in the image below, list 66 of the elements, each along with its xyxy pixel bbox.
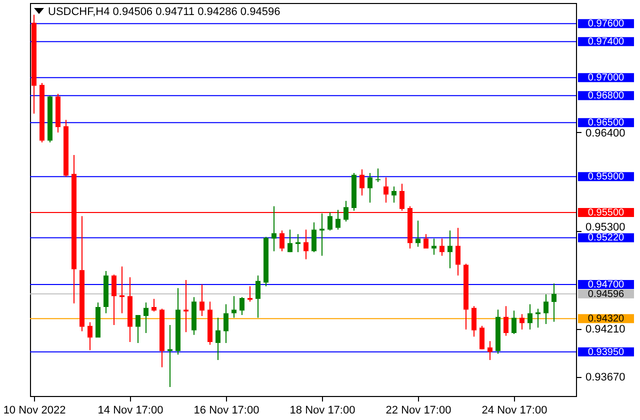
x-tick-label: 10 Nov 2022 (3, 404, 66, 416)
candlestick (312, 222, 316, 253)
candlestick (416, 220, 420, 248)
candlestick (320, 212, 324, 256)
candlestick (184, 279, 188, 333)
candlestick (240, 296, 244, 316)
ref-line-label: 0.96500 (588, 118, 625, 129)
candlestick (528, 304, 532, 330)
y-tick-label: 0.95300 (586, 222, 626, 234)
candlestick (432, 238, 436, 256)
candlestick (144, 302, 148, 334)
candlestick (328, 212, 332, 232)
candlestick (288, 229, 292, 253)
candlestick (296, 234, 300, 253)
candlestick (488, 340, 492, 361)
candlestick (136, 314, 140, 344)
candlestick (392, 186, 396, 204)
candlestick (440, 238, 444, 256)
ref-line-label: 0.95500 (588, 208, 625, 219)
candlestick (472, 306, 476, 338)
candlestick (544, 294, 548, 325)
ref-line-label: 0.96800 (588, 90, 625, 102)
ref-line-label: 0.94320 (588, 314, 625, 325)
candlestick (360, 168, 364, 196)
ref-line-label: 0.94700 (588, 279, 625, 290)
ref-line-label: 0.97000 (588, 72, 625, 84)
ref-line-label: 0.93950 (588, 346, 625, 358)
x-tick-label: 16 Nov 17:00 (194, 404, 260, 416)
candlestick (504, 306, 508, 336)
candlestick (456, 227, 460, 276)
ref-line-label: 0.95900 (588, 172, 625, 183)
candlestick (512, 310, 516, 334)
candlestick (344, 200, 348, 222)
candlestick (224, 304, 228, 344)
ref-line-label: 0.97400 (588, 36, 625, 48)
y-tick-label: 0.94210 (586, 324, 626, 336)
candlestick (280, 230, 284, 252)
candlestick (248, 286, 252, 302)
ref-line-label: 0.95220 (588, 232, 625, 244)
x-tick-label: 24 Nov 17:00 (482, 404, 548, 416)
candlestick (272, 206, 276, 252)
candlestick (88, 322, 92, 351)
candlestick (552, 282, 556, 322)
x-tick-label: 22 Nov 17:00 (386, 404, 452, 416)
candlestick (520, 314, 524, 330)
chart-title: USDCHF,H4 0.94506 0.94711 0.94286 0.94596 (48, 6, 280, 18)
x-tick-label: 18 Nov 17:00 (290, 404, 356, 416)
candlestick (424, 234, 428, 250)
ref-line-label: 0.97600 (588, 18, 625, 30)
candlestick (200, 284, 204, 316)
y-tick-label: 0.93670 (586, 372, 626, 384)
candlestick (304, 229, 308, 260)
candlestick (232, 296, 236, 318)
ref-line-label: 0.94596 (588, 288, 625, 300)
candlestick (384, 176, 388, 204)
candlestick (216, 317, 220, 361)
x-tick-label: 14 Nov 17:00 (98, 404, 164, 416)
candlestick (480, 325, 484, 350)
candlestick (256, 274, 260, 318)
candlestick (152, 298, 156, 312)
candlestick (168, 324, 172, 388)
candlestick (448, 230, 452, 269)
candlestick (112, 274, 116, 326)
candlestick (368, 172, 372, 204)
y-tick-label: 0.96400 (586, 128, 626, 140)
candlestick (336, 209, 340, 230)
